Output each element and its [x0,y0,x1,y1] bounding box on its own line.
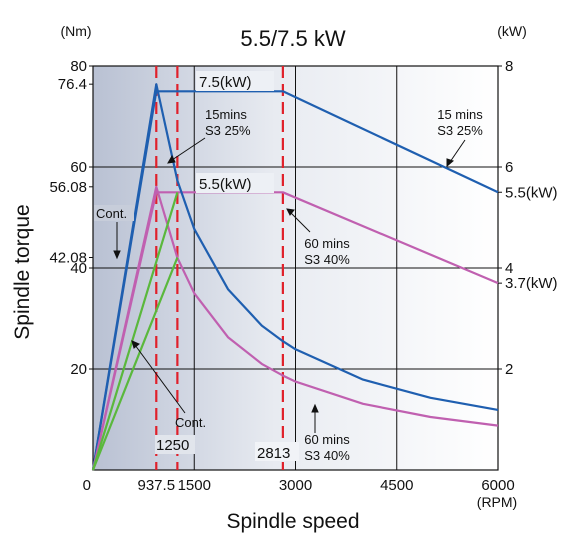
y-tick-label-left: 20 [70,361,87,378]
annotation-arrows [113,137,466,433]
speed-2813-label-bg [255,442,299,461]
x-tick-label: 0 [83,477,91,494]
label-60mins-upper-2: S3 40% [304,252,350,267]
x-tick-label: 937.5 [138,477,176,494]
x-tick-label: 4500 [380,477,413,494]
y-tick-label-right: 3.7(kW) [505,275,558,292]
x-axis-label: Spindle speed [226,510,359,533]
y-axis-label: Spindle torque [11,204,34,339]
y-tick-label-left: 42.08 [49,249,87,266]
arrow-15mins-left [171,137,206,161]
y-tick-label-left: 76.4 [58,76,87,93]
label-15mins-left-1: 15mins [205,107,247,122]
label-60mins-lower-1: 60 mins [304,432,350,447]
arrow-cont-bottom [134,344,186,414]
label-15mins-right-2: S3 25% [437,123,483,138]
y-tick-label-right: 8 [505,58,513,75]
arrowhead-60mins-lower [311,403,319,413]
arrowhead-cont-top [113,250,121,260]
y-tick-label-left: 80 [70,58,87,75]
x-tick-label: 1500 [178,477,211,494]
arrowhead-15mins-left [167,154,176,164]
series-line-cont-power [91,191,179,471]
base-speed-lines [155,66,284,470]
chart-title: 5.5/7.5 kW [240,26,345,51]
x-tick-label: 6000 [481,477,514,494]
tick-labels: 8076.46056.0842.084020865.5(kW)43.7(kW)2… [49,58,557,494]
y-tick-label-left: 40 [70,260,87,277]
right-unit-label: (kW) [497,23,527,39]
speed-2813-label: 2813 [257,445,290,462]
cont-label-top: Cont. [96,206,127,221]
y-tick-label-right: 5.5(kW) [505,184,558,201]
x-tick-label: 3000 [279,477,312,494]
series-line-15-mins-s3-25-torque [91,83,499,471]
arrow-15mins-right [449,139,466,163]
power-55-label-bg [196,173,274,193]
cont-label-top-bg [94,205,134,221]
y-tick-label-right: 2 [505,361,513,378]
label-60mins-lower-2: S3 40% [304,448,350,463]
grid [93,66,498,470]
label-15mins-right-1: 15 mins [437,107,483,122]
series-line-cont-torque [91,257,179,471]
power-75-label-bg [196,71,274,91]
arrow-60mins-upper [289,211,311,233]
speed-1250-label-bg [155,435,195,454]
label-15mins-left-2: S3 25% [205,123,251,138]
y-tick-label-right: 4 [505,260,513,277]
series-line-60-mins-s3-40-torque [91,185,499,471]
power-75-label: 7.5(kW) [199,74,252,91]
y-tick-label-left: 60 [70,159,87,176]
y-tick-label-left: 56.08 [49,179,87,196]
cont-label-bottom: Cont. [175,415,206,430]
arrowhead-60mins-upper [286,208,295,216]
y-tick-label-right: 6 [505,159,513,176]
arrowhead-cont-bottom [131,340,140,349]
speed-1250-label: 1250 [156,437,189,454]
power-55-label: 5.5(kW) [199,176,252,193]
x-unit-label: (RPM) [477,494,517,510]
left-unit-label: (Nm) [60,23,91,39]
label-60mins-upper-1: 60 mins [304,236,350,251]
arrowhead-15mins-right [446,158,455,168]
